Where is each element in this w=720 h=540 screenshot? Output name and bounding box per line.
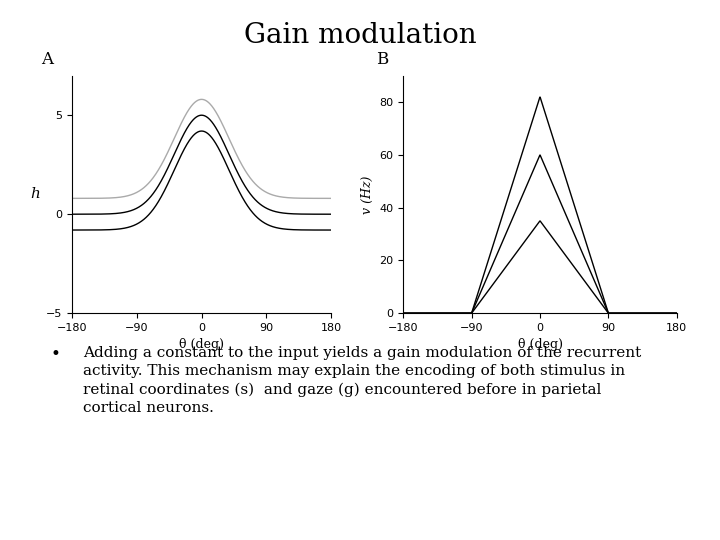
Y-axis label: v (Hz): v (Hz) xyxy=(361,175,374,214)
Text: •: • xyxy=(50,346,60,362)
Text: Adding a constant to the input yields a gain modulation of the recurrent
activit: Adding a constant to the input yields a … xyxy=(83,346,641,415)
X-axis label: θ (deg): θ (deg) xyxy=(518,339,562,352)
Text: A: A xyxy=(41,51,53,69)
Text: B: B xyxy=(376,51,388,69)
Text: Gain modulation: Gain modulation xyxy=(243,22,477,49)
X-axis label: θ (deg): θ (deg) xyxy=(179,339,224,352)
Y-axis label: h: h xyxy=(30,187,40,201)
